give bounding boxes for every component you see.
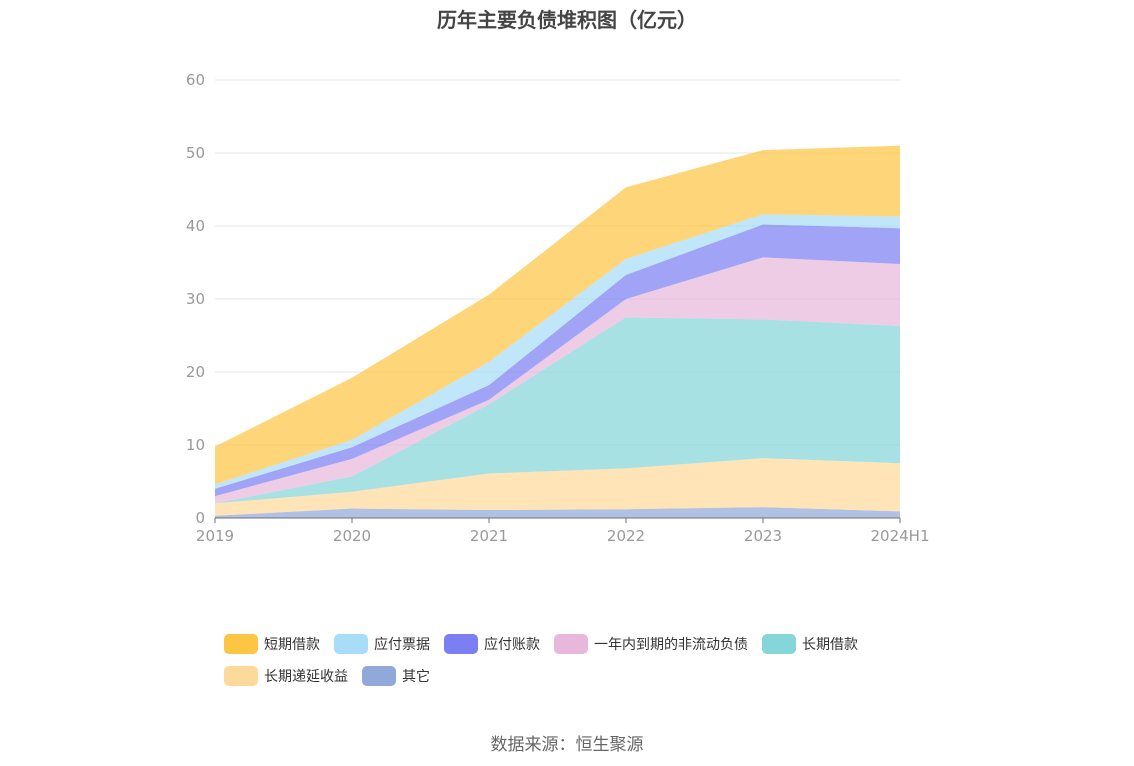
legend-swatch bbox=[762, 634, 796, 654]
area-series bbox=[215, 317, 900, 504]
area-series bbox=[215, 224, 900, 497]
legend-swatch bbox=[554, 634, 588, 654]
legend-item[interactable]: 其它 bbox=[362, 664, 430, 688]
stacked-area-chart: 0 10 20 30 40 50 60 2019 2020 2021 2022 2023 2024H1 bbox=[186, 71, 930, 545]
area-series-group bbox=[215, 145, 900, 518]
axes: 0 10 20 30 40 50 60 2019 2020 2021 2022 2023 2024H1 bbox=[186, 71, 930, 545]
legend-row: 长期递延收益 其它 bbox=[224, 664, 944, 688]
y-tick-label: 60 bbox=[186, 71, 205, 89]
area-series bbox=[215, 257, 900, 504]
y-tick-label: 20 bbox=[186, 363, 205, 381]
legend-item[interactable]: 应付票据 bbox=[334, 632, 430, 656]
legend-item[interactable]: 长期递延收益 bbox=[224, 664, 348, 688]
legend-swatch bbox=[444, 634, 478, 654]
legend-swatch bbox=[224, 666, 258, 686]
legend-label: 长期递延收益 bbox=[264, 669, 348, 685]
legend-row: 短期借款 应付票据 应付账款 一年内到期的非流动负债 长期借款 bbox=[224, 632, 944, 656]
legend-swatch bbox=[334, 634, 368, 654]
source-note: 数据来源：恒生聚源 bbox=[490, 735, 644, 755]
legend-label: 长期借款 bbox=[802, 637, 858, 653]
x-tick-label: 2022 bbox=[607, 527, 645, 545]
chart-title: 历年主要负债堆积图（亿元） bbox=[437, 8, 697, 32]
y-tick-label: 0 bbox=[195, 509, 205, 527]
y-tick-label: 50 bbox=[186, 144, 205, 162]
y-tick-label: 30 bbox=[186, 290, 205, 308]
area-series bbox=[215, 507, 900, 518]
y-tick-label: 10 bbox=[186, 436, 205, 454]
legend-item[interactable]: 一年内到期的非流动负债 bbox=[554, 632, 748, 656]
legend-label: 应付票据 bbox=[374, 637, 430, 653]
legend-label: 短期借款 bbox=[264, 637, 320, 653]
x-tick-label: 2024H1 bbox=[871, 527, 930, 545]
x-tick-label: 2021 bbox=[470, 527, 508, 545]
legend-item[interactable]: 应付账款 bbox=[444, 632, 540, 656]
x-tick-label: 2020 bbox=[333, 527, 371, 545]
area-series bbox=[215, 145, 900, 485]
legend-label: 一年内到期的非流动负债 bbox=[594, 637, 748, 653]
legend-swatch bbox=[362, 666, 396, 686]
legend-item[interactable]: 短期借款 bbox=[224, 632, 320, 656]
legend-label: 应付账款 bbox=[484, 637, 540, 653]
legend: 短期借款 应付票据 应付账款 一年内到期的非流动负债 长期借款 长期递延收益 其它 bbox=[224, 632, 944, 696]
area-series bbox=[215, 458, 900, 516]
y-tick-label: 40 bbox=[186, 217, 205, 235]
legend-item[interactable]: 长期借款 bbox=[762, 632, 858, 656]
x-tick-label: 2023 bbox=[744, 527, 782, 545]
legend-swatch bbox=[224, 634, 258, 654]
legend-label: 其它 bbox=[402, 669, 430, 685]
x-tick-label: 2019 bbox=[196, 527, 234, 545]
